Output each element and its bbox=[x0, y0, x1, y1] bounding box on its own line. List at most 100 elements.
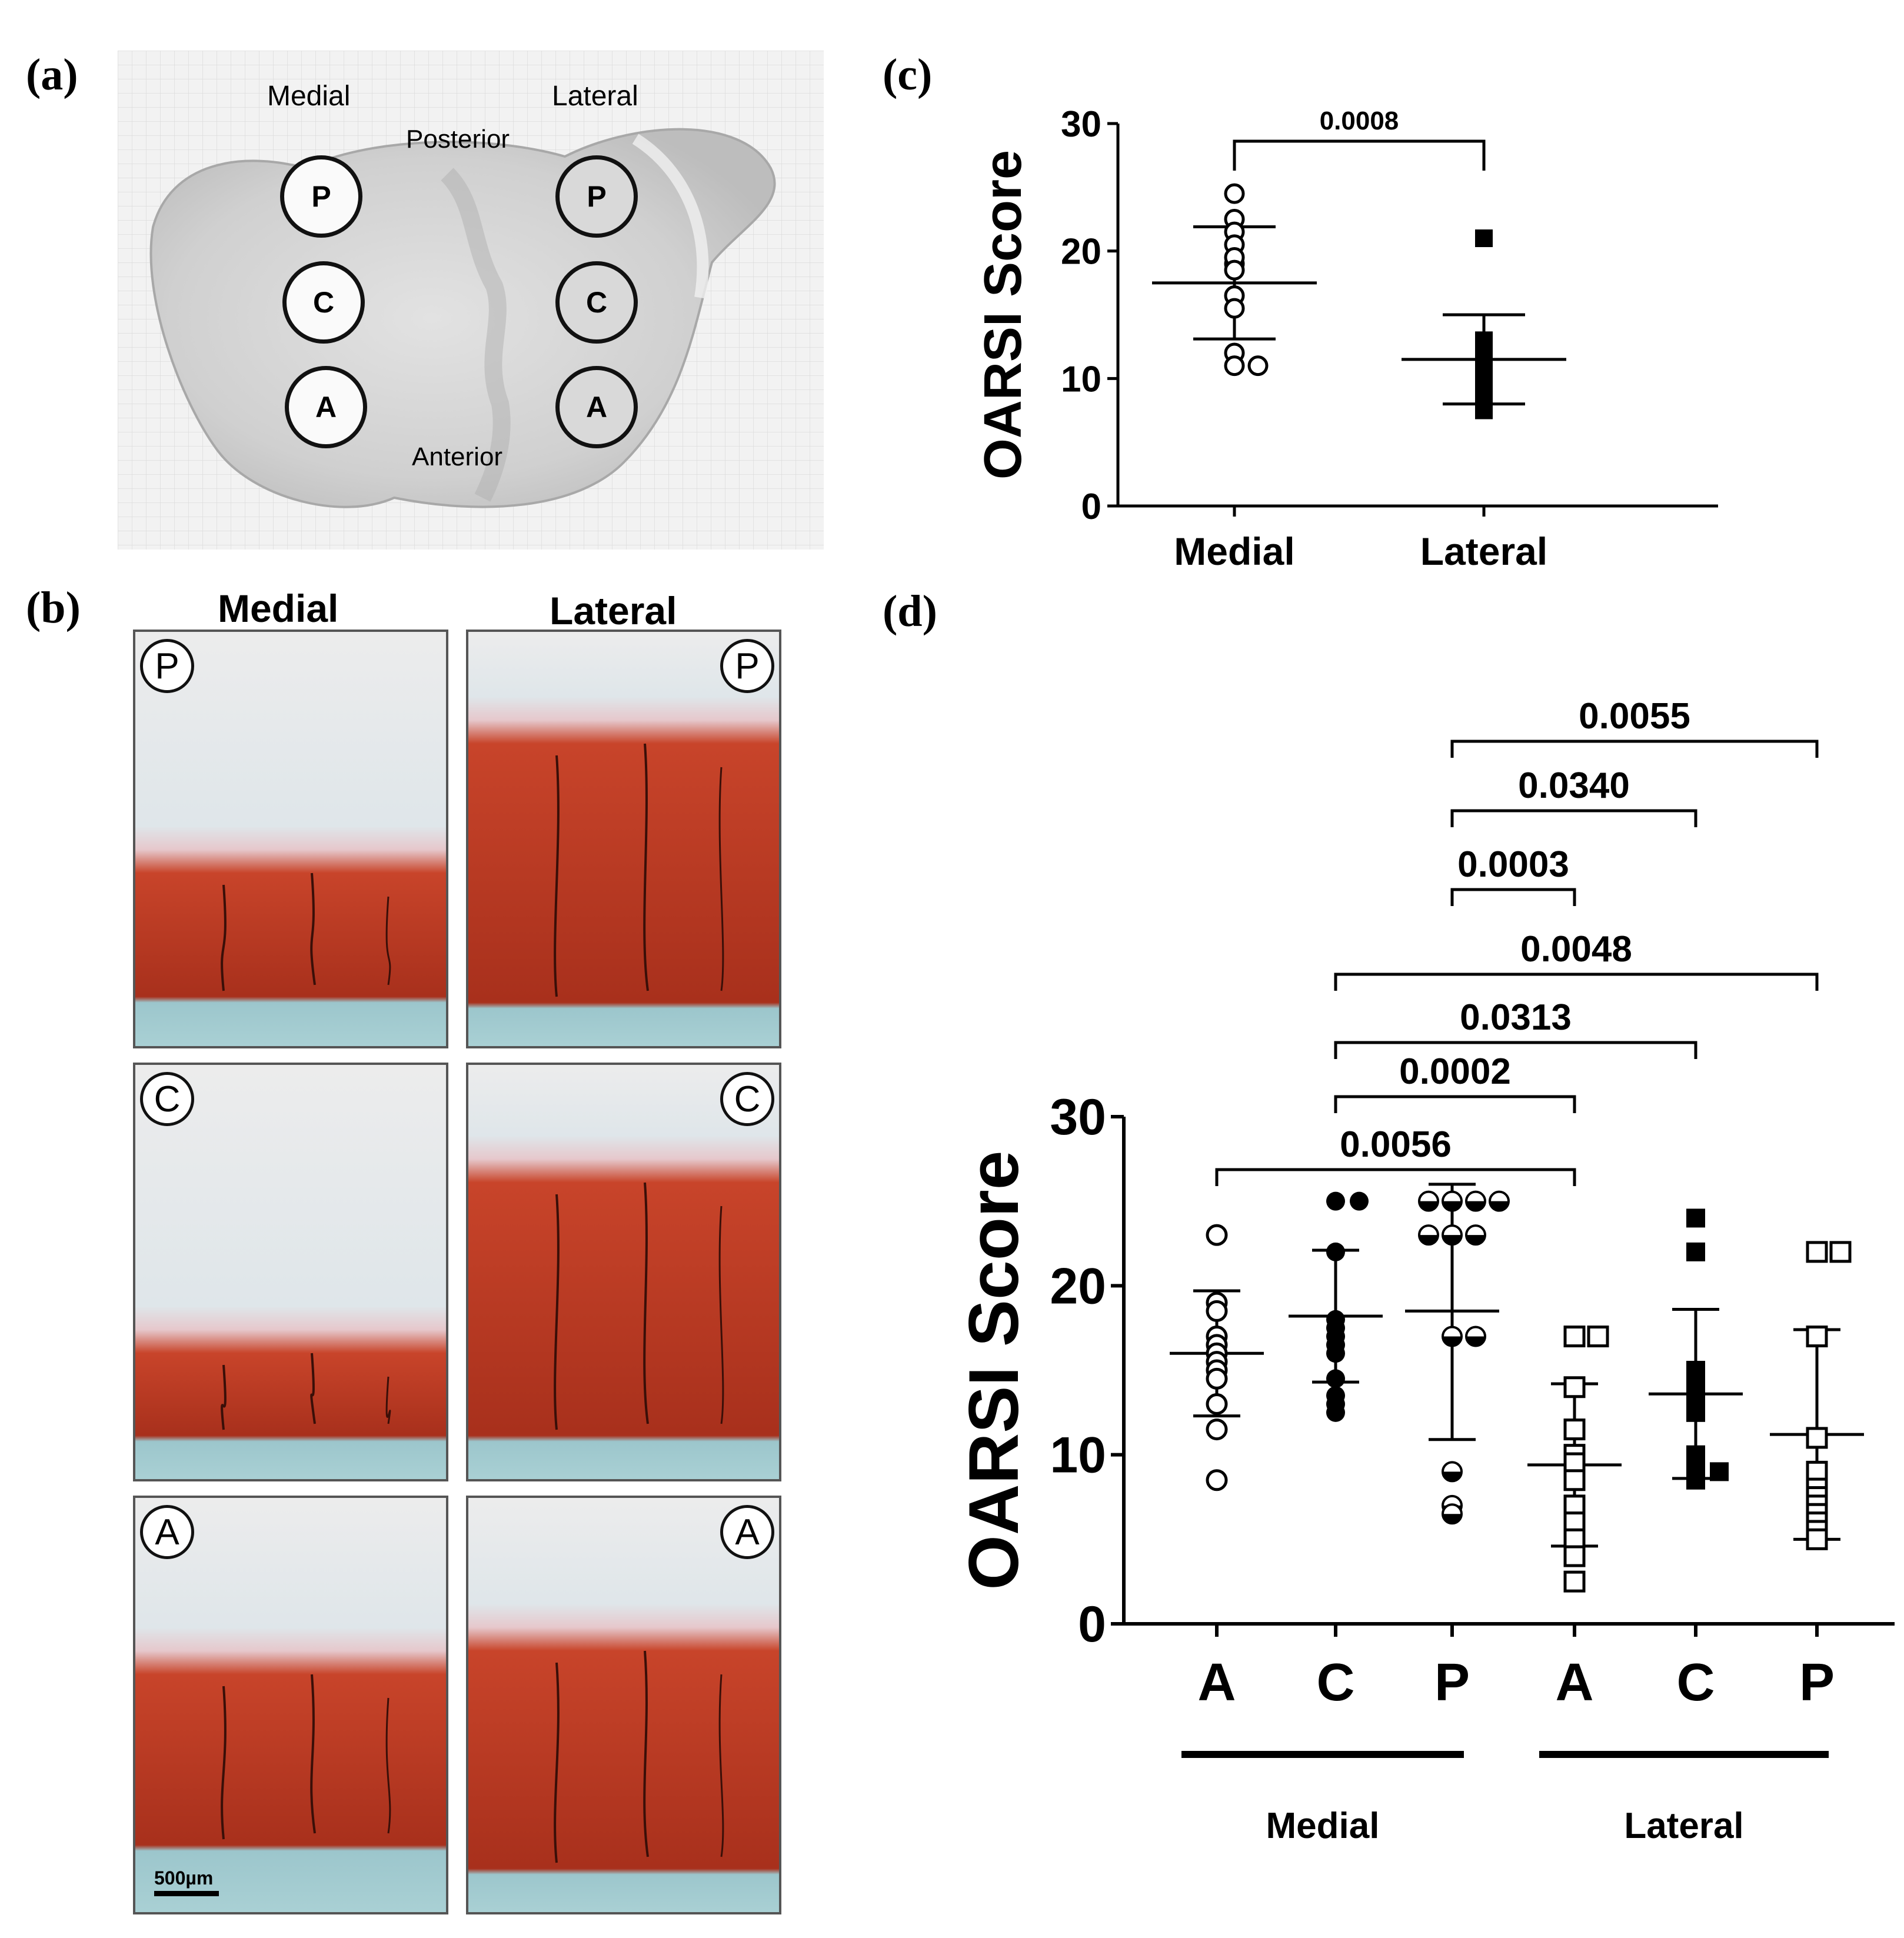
x-tick-label: Medial bbox=[1174, 530, 1294, 573]
region-circle-medial-p: P bbox=[280, 155, 362, 238]
p-value-label: 0.0055 bbox=[1579, 696, 1690, 737]
data-point bbox=[1829, 1241, 1852, 1263]
data-point bbox=[1806, 1427, 1828, 1449]
data-point bbox=[1489, 1190, 1510, 1212]
y-tick-label: 0 bbox=[1078, 1596, 1106, 1653]
data-point-fill bbox=[1419, 1235, 1438, 1245]
data-point bbox=[1206, 1418, 1228, 1441]
data-point bbox=[1563, 1326, 1586, 1348]
histology-region-badge: A bbox=[720, 1505, 774, 1559]
data-point-fill bbox=[1490, 1201, 1509, 1211]
region-circle-medial-a: A bbox=[285, 366, 367, 448]
data-point bbox=[1563, 1545, 1586, 1567]
data-point bbox=[1686, 1208, 1705, 1228]
series-1 bbox=[1289, 1191, 1383, 1422]
histology-region-badge: C bbox=[720, 1072, 774, 1126]
x-tick-label: Lateral bbox=[1420, 530, 1547, 573]
data-point bbox=[1206, 1224, 1228, 1246]
data-point-fill bbox=[1443, 1471, 1462, 1481]
histology-region-badge: P bbox=[140, 639, 194, 693]
series-3 bbox=[1527, 1326, 1622, 1593]
data-point bbox=[1563, 1376, 1586, 1398]
scale-bar-label: 500µm bbox=[154, 1867, 214, 1889]
significance-bracket bbox=[1334, 1095, 1576, 1113]
region-circle-lateral-p: P bbox=[555, 155, 638, 238]
p-value-label: 0.0002 bbox=[1399, 1051, 1511, 1092]
data-point bbox=[1442, 1326, 1463, 1347]
significance-bracket bbox=[1215, 1168, 1576, 1186]
label-medial-a: Medial bbox=[267, 81, 351, 112]
histology-stain-image bbox=[135, 1065, 446, 1479]
significance-bracket bbox=[1450, 740, 1819, 758]
panel-label-c: (c) bbox=[883, 50, 933, 99]
data-point bbox=[1563, 1469, 1586, 1491]
region-circle-lateral-a: A bbox=[555, 366, 638, 448]
data-point bbox=[1442, 1190, 1463, 1212]
data-point bbox=[1442, 1503, 1463, 1525]
data-point bbox=[1686, 1242, 1705, 1261]
y-tick-label: 20 bbox=[1050, 1258, 1106, 1314]
x-tick-label: A bbox=[1556, 1653, 1594, 1712]
data-point bbox=[1465, 1326, 1486, 1347]
histology-medial-p: P bbox=[133, 630, 448, 1048]
scale-bar bbox=[154, 1891, 219, 1896]
data-point bbox=[1418, 1190, 1439, 1212]
series-0 bbox=[1170, 1224, 1264, 1491]
x-tick-label: A bbox=[1198, 1653, 1236, 1712]
histology-medial-a: A bbox=[133, 1496, 448, 1914]
y-tick-label: 30 bbox=[1061, 104, 1101, 145]
histology-lateral-a: A bbox=[466, 1496, 781, 1914]
data-point-fill bbox=[1466, 1201, 1485, 1211]
p-value-label: 0.0340 bbox=[1518, 765, 1630, 806]
group-label: Lateral bbox=[1624, 1806, 1743, 1846]
series-2 bbox=[1405, 1183, 1510, 1525]
data-point bbox=[1587, 1326, 1609, 1348]
data-point bbox=[1442, 1224, 1463, 1246]
knee-specimen-photo: Medial Lateral Posterior Anterior P C A … bbox=[118, 51, 824, 550]
data-point bbox=[1224, 259, 1245, 281]
significance-bracket bbox=[1450, 888, 1576, 906]
data-point bbox=[1465, 1190, 1486, 1212]
series-4 bbox=[1649, 1208, 1743, 1490]
x-tick-label: C bbox=[1677, 1653, 1715, 1712]
data-point bbox=[1247, 355, 1269, 377]
region-circle-lateral-c: C bbox=[555, 261, 638, 344]
significance-bracket bbox=[1334, 1041, 1697, 1059]
data-point bbox=[1206, 1393, 1228, 1415]
histology-region-badge: P bbox=[720, 639, 774, 693]
significance-bracket bbox=[1334, 973, 1819, 991]
data-point bbox=[1326, 1242, 1345, 1261]
data-point bbox=[1686, 1445, 1705, 1464]
data-point bbox=[1563, 1570, 1586, 1593]
label-lateral-a: Lateral bbox=[552, 81, 638, 112]
x-tick-label: P bbox=[1434, 1653, 1470, 1712]
series-5 bbox=[1770, 1241, 1864, 1550]
histology-region-badge: C bbox=[140, 1072, 194, 1126]
label-anterior: Anterior bbox=[412, 442, 503, 471]
data-point bbox=[1206, 1469, 1228, 1491]
significance-bracket bbox=[1233, 139, 1486, 171]
group-label: Medial bbox=[1266, 1806, 1380, 1846]
x-tick-label: P bbox=[1799, 1653, 1835, 1712]
histology-medial-c: C bbox=[133, 1063, 448, 1481]
data-point-fill bbox=[1443, 1235, 1462, 1245]
histology-lateral-p: P bbox=[466, 630, 781, 1048]
data-point bbox=[1465, 1224, 1486, 1246]
p-value-label: 0.0003 bbox=[1457, 844, 1569, 885]
data-point-fill bbox=[1466, 1235, 1485, 1245]
region-circle-medial-c: C bbox=[282, 261, 365, 344]
data-point bbox=[1418, 1224, 1439, 1246]
x-tick-label: C bbox=[1317, 1653, 1355, 1712]
data-point bbox=[1224, 355, 1245, 377]
p-value-label: 0.0008 bbox=[1320, 106, 1399, 135]
data-point bbox=[1710, 1462, 1729, 1481]
y-tick-label: 10 bbox=[1061, 359, 1101, 399]
data-point bbox=[1224, 298, 1245, 319]
histology-lateral-c: C bbox=[466, 1063, 781, 1481]
data-point bbox=[1806, 1528, 1828, 1550]
histology-stain-image bbox=[135, 632, 446, 1046]
histology-stain-image bbox=[468, 632, 779, 1046]
data-point bbox=[1475, 229, 1493, 247]
histology-stain-image bbox=[468, 1065, 779, 1479]
panel-label-b: (b) bbox=[26, 583, 81, 632]
